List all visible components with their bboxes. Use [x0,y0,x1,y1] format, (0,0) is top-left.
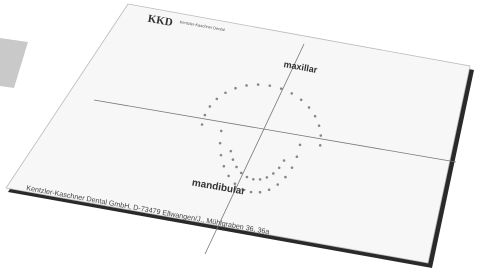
dot [268,188,271,191]
dot [246,176,249,179]
dot [276,183,279,186]
dot [204,114,207,117]
dot [201,123,204,126]
dot [245,84,248,87]
dot [299,144,302,147]
dot [223,165,226,168]
dot [216,98,219,101]
dot [227,175,230,178]
dot [232,158,235,161]
dot [314,115,317,118]
dot [319,134,322,137]
dot [209,105,212,108]
dot [318,124,321,127]
dot [278,166,281,169]
dot [224,91,227,94]
dot [252,178,255,181]
dot [272,172,275,175]
dot [220,130,223,133]
background-object [0,38,28,88]
dot [257,83,260,86]
dot [290,92,293,95]
dot [269,84,272,87]
dot [219,142,222,145]
dot [234,87,237,90]
dot [230,150,233,153]
dot [280,87,283,90]
dot [283,159,286,162]
dot [266,176,269,179]
dot [235,166,238,169]
dot [220,154,223,157]
dot [284,176,287,179]
dot [296,155,299,158]
dot [291,166,294,169]
dot [259,178,262,181]
dot [300,98,303,101]
photo: KKD Kentzler-Kaschner Dental maxillar ma… [0,0,477,272]
dot [319,144,322,147]
dot [250,191,253,194]
dot [240,172,243,175]
dot [259,191,262,194]
dot [308,106,311,109]
